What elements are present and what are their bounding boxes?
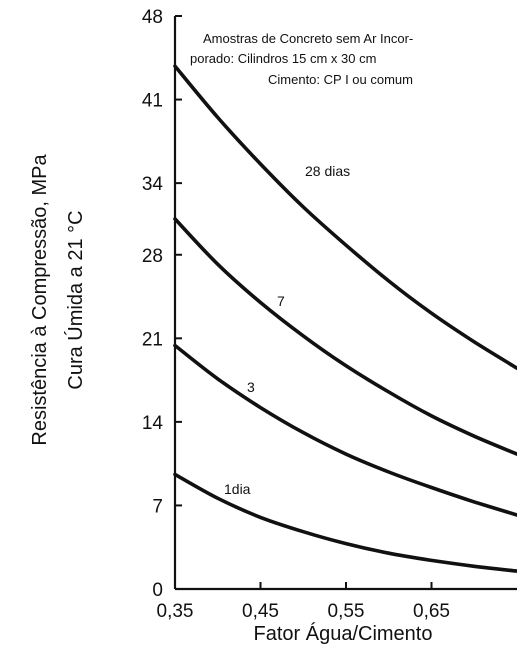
x-tick-label: 0,35 xyxy=(157,601,194,622)
x-axis-title: Fator Água/Cimento xyxy=(254,622,433,645)
y-axis-title-line-1: Resistência à Compressão, MPa xyxy=(29,154,51,446)
y-axis-ticks: 0 7 14 21 28 34 41 48 xyxy=(142,7,182,601)
strength-curves xyxy=(173,64,517,573)
curve-label-28-dias: 28 dias xyxy=(305,163,350,179)
y-tick-label: 7 xyxy=(152,496,163,517)
y-tick-label: 14 xyxy=(142,413,164,434)
annotation-line-1: Amostras de Concreto sem Ar Incor- xyxy=(203,31,413,46)
x-axis-ticks: 0,35 0,45 0,55 0,65 xyxy=(157,582,450,622)
annotation-line-2: porado: Cilindros 15 cm x 30 cm xyxy=(190,51,376,66)
curve-label-3: 3 xyxy=(247,379,255,395)
y-tick-label: 34 xyxy=(142,174,164,195)
y-axis-title-line-2: Cura Úmida a 21 °C xyxy=(64,210,87,389)
y-tick-label: 21 xyxy=(142,329,163,350)
curve-label-1dia: 1dia xyxy=(224,481,251,497)
y-tick-label: 0 xyxy=(152,580,163,601)
x-tick-label: 0,55 xyxy=(328,601,365,622)
y-tick-label: 41 xyxy=(142,91,163,112)
series-line-4 xyxy=(173,472,517,573)
x-tick-label: 0,45 xyxy=(242,601,279,622)
y-tick-label: 48 xyxy=(142,7,163,28)
curve-label-7: 7 xyxy=(277,293,285,309)
series-line-1 xyxy=(173,64,517,370)
series-line-3 xyxy=(173,343,517,517)
y-tick-label: 28 xyxy=(142,246,163,267)
annotation-line-3: Cimento: CP I ou comum xyxy=(268,72,413,87)
x-tick-label: 0,65 xyxy=(413,601,450,622)
series-line-2 xyxy=(173,217,517,456)
